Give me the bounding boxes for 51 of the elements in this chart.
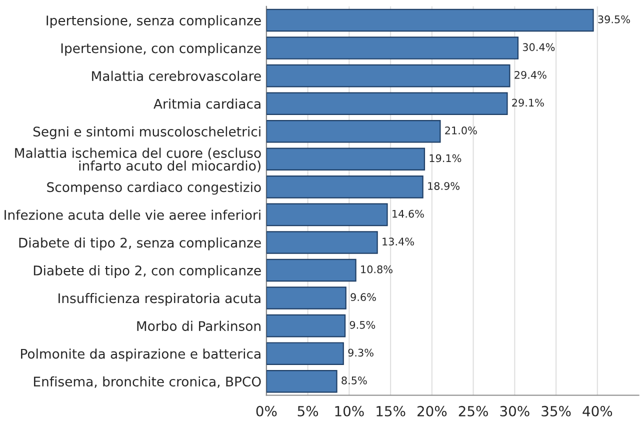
x-tick-label: 35% <box>542 406 571 416</box>
data-label: 9.5% <box>350 320 376 329</box>
data-label: 8.5% <box>342 376 367 384</box>
data-label: 13.4% <box>382 238 414 246</box>
y-tick-label: Segni e sintomi muscoloscheletrici <box>33 126 260 140</box>
y-tick-label: Scompenso cardiaco congestizio <box>47 182 261 195</box>
y-tick-label: Enfisema, bronchite cronica, BPCO <box>34 376 261 388</box>
x-tick-label: 30% <box>500 406 530 416</box>
bar <box>266 120 441 143</box>
x-tick-label: 20% <box>418 406 447 416</box>
data-label: 21.0% <box>445 126 477 134</box>
bar <box>266 64 510 88</box>
bar <box>266 286 346 310</box>
y-tick-label: Malattia cerebrovascolare <box>92 70 261 82</box>
data-label: 9.6% <box>350 293 376 302</box>
y-tick-label: Aritmia cardiaca <box>154 98 260 109</box>
data-label: 29.1% <box>512 98 544 107</box>
bar <box>266 8 594 32</box>
x-tick-label: 25% <box>458 406 488 416</box>
y-tick-label: Polmonite da aspirazione e batterica <box>21 348 260 362</box>
data-label: 14.6% <box>392 210 424 218</box>
bar <box>266 36 519 60</box>
data-label: 29.4% <box>514 70 546 79</box>
data-label: 18.9% <box>428 182 460 190</box>
bar <box>266 370 338 393</box>
x-tick-label: 40% <box>582 406 612 416</box>
y-tick-label: Diabete di tipo 2, senza complicanze <box>19 237 261 250</box>
y-tick-label: Morbo di Parkinson <box>137 320 260 332</box>
bar <box>266 148 426 171</box>
x-tick-label: 10% <box>335 406 364 416</box>
bar <box>266 231 378 254</box>
data-label: 19.1% <box>430 154 462 162</box>
data-label: 10.8% <box>361 265 392 274</box>
x-tick-label: 15% <box>376 406 406 416</box>
x-tick-label: 0% <box>256 406 277 416</box>
bar <box>266 176 424 198</box>
bar <box>266 203 388 226</box>
y-tick-label: Diabete di tipo 2, con complicanze <box>34 265 261 278</box>
y-tick-label: Infezione acuta delle vie aeree inferiori <box>4 210 260 220</box>
y-tick-label: Ipertensione, con complicanze <box>61 43 261 56</box>
bar <box>266 314 346 338</box>
bar <box>266 92 508 115</box>
data-label: 30.4% <box>522 43 555 52</box>
y-tick-label: Malattia ischemica del cuore (escluso infarto acuto del miocardio) <box>15 148 261 172</box>
y-tick-label: Insufficienza respiratoria acuta <box>58 293 260 306</box>
bar <box>266 258 356 282</box>
data-label: 39.5% <box>598 15 630 24</box>
bar <box>266 342 344 365</box>
y-tick-label: Ipertensione, senza complicanze <box>46 15 261 28</box>
x-tick-label: 5% <box>298 406 318 416</box>
data-label: 9.3% <box>348 348 374 357</box>
